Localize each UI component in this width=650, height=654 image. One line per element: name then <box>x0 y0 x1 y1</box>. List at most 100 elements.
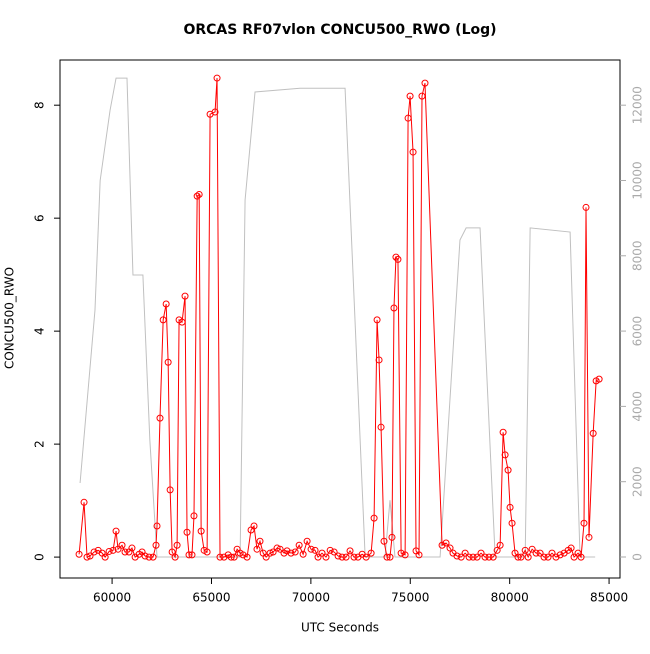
point <box>109 546 117 554</box>
point <box>548 549 556 557</box>
point <box>299 550 307 558</box>
point <box>149 553 157 561</box>
point <box>80 498 88 506</box>
point <box>266 549 274 557</box>
point <box>540 553 548 561</box>
y2-tick-label: 6000 <box>631 316 645 347</box>
y2-tick-label: 2000 <box>631 466 645 497</box>
point <box>453 552 461 560</box>
point <box>322 553 330 561</box>
point <box>528 545 536 553</box>
point <box>342 553 350 561</box>
point <box>188 551 196 559</box>
series-line <box>79 77 596 558</box>
point <box>195 190 203 198</box>
point <box>421 79 429 87</box>
point <box>227 553 235 561</box>
point <box>118 541 126 549</box>
x-tick-label: 75000 <box>391 591 429 605</box>
point <box>377 423 385 431</box>
point <box>388 533 396 541</box>
x-tick-label: 60000 <box>93 591 131 605</box>
point <box>570 553 578 561</box>
point <box>552 553 560 561</box>
point <box>303 537 311 545</box>
point <box>532 549 540 557</box>
point <box>536 549 544 557</box>
point <box>230 553 238 561</box>
point <box>239 551 247 559</box>
point <box>496 541 504 549</box>
point <box>101 553 109 561</box>
point <box>121 548 129 556</box>
y-tick-label: 2 <box>33 440 47 448</box>
point <box>481 553 489 561</box>
point <box>350 553 358 561</box>
point <box>595 375 603 383</box>
point <box>185 551 193 559</box>
point <box>190 512 198 520</box>
point <box>213 74 221 82</box>
point <box>556 551 564 559</box>
y2-tick-label: 4000 <box>631 391 645 422</box>
point <box>156 414 164 422</box>
y2-tick-label: 8000 <box>631 241 645 272</box>
point <box>383 553 391 561</box>
point <box>489 553 497 561</box>
point <box>504 466 512 474</box>
point <box>469 553 477 561</box>
point <box>269 548 277 556</box>
point <box>442 539 450 547</box>
point <box>493 546 501 554</box>
point <box>580 519 588 527</box>
point <box>386 553 394 561</box>
point <box>485 553 493 561</box>
point <box>346 547 354 555</box>
point <box>86 552 94 560</box>
point <box>334 552 342 560</box>
point <box>373 316 381 324</box>
point <box>401 551 409 559</box>
point <box>162 300 170 308</box>
point <box>524 553 532 561</box>
point <box>273 544 281 552</box>
point <box>256 537 264 545</box>
point <box>585 533 593 541</box>
point <box>362 553 370 561</box>
point <box>164 358 172 366</box>
point <box>262 553 270 561</box>
point <box>291 548 299 556</box>
point <box>83 553 91 561</box>
point <box>397 549 405 557</box>
point <box>589 429 597 437</box>
point <box>375 356 383 364</box>
point <box>394 255 402 263</box>
point <box>326 546 334 554</box>
point <box>567 544 575 552</box>
point <box>112 527 120 535</box>
y2-tick-label: 0 <box>631 553 645 561</box>
point <box>367 549 375 557</box>
point <box>243 553 251 561</box>
point <box>508 519 516 527</box>
point <box>159 316 167 324</box>
point <box>166 486 174 494</box>
point <box>404 114 412 122</box>
point <box>283 547 291 555</box>
point <box>253 545 261 553</box>
y-axis-label: CONCU500_RWO <box>3 267 17 369</box>
series-line <box>78 78 600 559</box>
y-tick-label: 0 <box>33 553 47 561</box>
point <box>181 292 189 300</box>
point <box>380 537 388 545</box>
point <box>506 503 514 511</box>
point <box>461 549 469 557</box>
point <box>152 541 160 549</box>
point <box>501 451 509 459</box>
point <box>544 553 552 561</box>
point <box>105 547 113 555</box>
point <box>418 92 426 100</box>
point <box>521 546 529 554</box>
point <box>153 522 161 530</box>
